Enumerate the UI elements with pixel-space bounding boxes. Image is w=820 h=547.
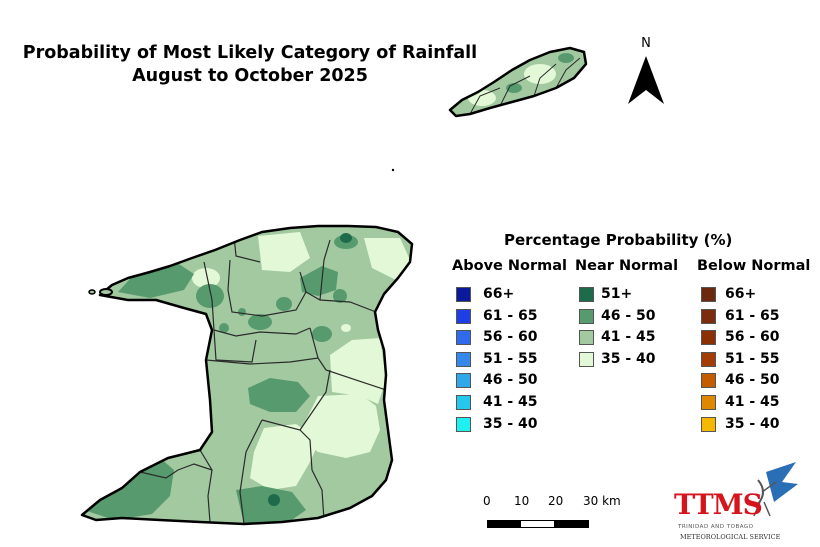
legend-label: 56 - 60: [725, 329, 780, 346]
scale-bar: 0 10 20 30 km: [480, 494, 630, 534]
legend-heading-near: Near Normal: [575, 258, 679, 274]
tobago-island: [448, 46, 588, 118]
legend-swatch: [701, 351, 716, 367]
legend-swatch: [456, 416, 471, 432]
scale-tick-10: 10: [514, 494, 530, 508]
legend-swatch: [579, 308, 594, 324]
north-arrow-icon: [628, 56, 664, 104]
north-label: N: [641, 36, 651, 51]
legend-label: 41 - 45: [483, 394, 538, 410]
north-arrow: N: [622, 36, 670, 108]
map-title: Probability of Most Likely Category of R…: [20, 42, 480, 88]
legend-title: Percentage Probability (%): [504, 231, 733, 249]
scale-segment-3: [554, 520, 589, 528]
legend-swatch: [701, 287, 716, 302]
legend-label: 51+: [601, 286, 633, 302]
logo-subtitle2: METEOROLOGICAL SERVICE: [680, 533, 781, 541]
legend-swatch: [456, 330, 471, 346]
trinidad-island: [80, 224, 414, 526]
legend-label: 51 - 55: [725, 350, 780, 367]
legend-label: 41 - 45: [601, 329, 656, 346]
legend-swatch: [456, 373, 471, 389]
legend-swatch: [701, 308, 716, 324]
legend-label: 35 - 40: [483, 415, 538, 432]
legend-label: 41 - 45: [725, 394, 780, 410]
scale-segment-1: [487, 520, 521, 528]
legend-label: 51 - 55: [483, 350, 538, 367]
scale-tick-0: 0: [483, 494, 491, 508]
legend-label: 46 - 50: [725, 372, 780, 389]
legend-swatch: [456, 287, 471, 302]
legend-label: 61 - 65: [483, 307, 538, 324]
legend-label: 66+: [483, 286, 515, 302]
legend-swatch: [579, 330, 594, 346]
legend-swatch: [456, 395, 471, 410]
legend-swatch: [579, 287, 594, 302]
ttms-logo: TTMS TRINIDAD AND TOBAGO METEOROLOGICAL …: [670, 462, 810, 544]
legend-label: 35 - 40: [601, 350, 656, 367]
legend-swatch: [579, 351, 594, 367]
legend-label: 56 - 60: [483, 329, 538, 346]
legend-label: 66+: [725, 286, 757, 302]
legend-swatch: [701, 373, 716, 389]
legend-label: 46 - 50: [601, 307, 656, 324]
map-title-line2: August to October 2025: [132, 66, 368, 86]
scale-segment-2: [520, 520, 555, 528]
legend-label: 46 - 50: [483, 372, 538, 389]
legend-swatch: [456, 351, 471, 367]
scale-tick-30: 30 km: [583, 494, 621, 508]
legend-swatch: [701, 330, 716, 346]
radar-icon: [753, 462, 798, 517]
legend-label: 61 - 65: [725, 307, 780, 324]
logo-subtitle: TRINIDAD AND TOBAGO: [678, 524, 754, 530]
legend-label: 35 - 40: [725, 415, 780, 432]
legend-swatch: [701, 395, 716, 410]
legend-swatch: [456, 308, 471, 324]
map-title-line1: Probability of Most Likely Category of R…: [22, 43, 478, 63]
legend-heading-above: Above Normal: [452, 258, 568, 274]
logo-text: TTMS: [674, 488, 763, 521]
legend-heading-below: Below Normal: [697, 258, 811, 274]
scale-tick-20: 20: [548, 494, 564, 508]
legend-swatch: [701, 416, 716, 432]
